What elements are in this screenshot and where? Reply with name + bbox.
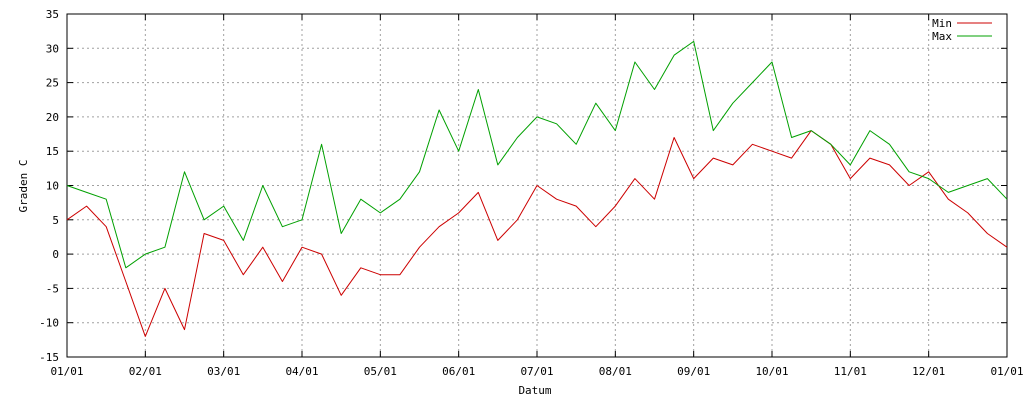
x-tick-label: 11/01 — [834, 365, 867, 378]
series-line-max — [66, 40, 1008, 269]
y-tick-label: 30 — [46, 42, 59, 55]
series-lines — [66, 40, 1008, 337]
x-tick-label: 05/01 — [364, 365, 397, 378]
y-tick-label: 10 — [46, 180, 59, 193]
y-tick-label: -10 — [39, 317, 59, 330]
x-tick-label: 02/01 — [129, 365, 162, 378]
y-tick-label: 25 — [46, 77, 59, 90]
x-axis-label: Datum — [518, 384, 551, 397]
legend: Min Max — [932, 17, 992, 43]
y-tick-label: -15 — [39, 351, 59, 364]
legend-label-min: Min — [932, 17, 952, 30]
legend-label-max: Max — [932, 30, 952, 43]
x-tick-label: 07/01 — [520, 365, 553, 378]
x-axis-ticks: 01/01 02/01 03/01 04/01 05/01 06/01 07/01 08/01… — [50, 14, 1024, 378]
series-line-min — [66, 130, 1008, 337]
x-tick-label: 06/01 — [442, 365, 475, 378]
x-tick-label: 10/01 — [755, 365, 788, 378]
y-tick-label: 5 — [52, 214, 59, 227]
y-tick-label: -5 — [46, 282, 59, 295]
y-tick-label: 20 — [46, 111, 59, 124]
y-tick-label: 15 — [46, 145, 59, 158]
y-axis-ticks: -15 -10 -5 0 5 10 15 20 25 30 35 — [39, 8, 1007, 364]
y-tick-label: 35 — [46, 8, 59, 21]
x-tick-label: 03/01 — [207, 365, 240, 378]
y-tick-label: 0 — [52, 248, 59, 261]
x-tick-label: 09/01 — [677, 365, 710, 378]
y-axis-label: Graden C — [17, 160, 30, 213]
x-tick-label: 04/01 — [285, 365, 318, 378]
x-tick-label: 01/01 — [990, 365, 1023, 378]
x-tick-label: 01/01 — [50, 365, 83, 378]
x-tick-label: 12/01 — [912, 365, 945, 378]
x-tick-label: 08/01 — [599, 365, 632, 378]
